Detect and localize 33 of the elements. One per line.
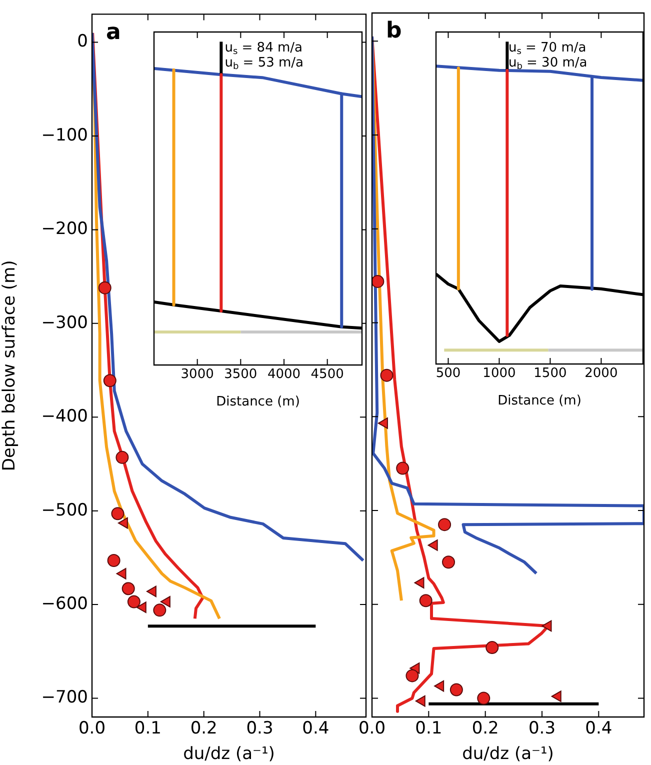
x-tick-label: 4000 bbox=[267, 367, 301, 382]
x-axis-title: Distance (m) bbox=[216, 394, 300, 410]
y-axis-title: Depth below surface (m) bbox=[0, 260, 20, 472]
annotation: a bbox=[106, 20, 121, 45]
x-axis-title: Distance (m) bbox=[498, 394, 582, 409]
y-tick-label: −400 bbox=[41, 406, 88, 427]
x-tick-label: 0.4 bbox=[302, 718, 330, 739]
y-tick-label: 0 bbox=[77, 32, 88, 52]
y-tick-label: −100 bbox=[41, 125, 88, 146]
x-tick-label: 0.0 bbox=[78, 718, 106, 739]
x-tick-label: 0.3 bbox=[528, 718, 556, 739]
x-tick-label: 2000 bbox=[584, 366, 618, 382]
x-tick-label: 0.1 bbox=[415, 718, 442, 739]
x-tick-label: 3000 bbox=[180, 367, 214, 382]
y-tick-label: −600 bbox=[41, 594, 88, 614]
y-tick-label: −700 bbox=[41, 688, 88, 708]
x-axis-title: du/dz (a⁻¹) bbox=[183, 744, 275, 764]
x-tick-label: 0.3 bbox=[246, 718, 274, 739]
y-tick-label: −200 bbox=[41, 219, 88, 240]
x-tick-label: 0.2 bbox=[190, 718, 218, 739]
x-tick-label: 0.2 bbox=[472, 718, 499, 739]
x-axis-title: du/dz (a⁻¹) bbox=[462, 744, 554, 764]
y-tick-label: −300 bbox=[41, 312, 88, 333]
x-tick-label: 1000 bbox=[482, 366, 516, 382]
x-tick-label: 500 bbox=[436, 366, 461, 382]
x-tick-label: 3500 bbox=[224, 367, 258, 382]
annotation: b bbox=[386, 18, 402, 44]
x-tick-label: 1500 bbox=[534, 366, 567, 382]
x-tick-label: 4500 bbox=[310, 367, 344, 382]
x-tick-label: 0.0 bbox=[358, 718, 386, 739]
x-tick-label: 0.1 bbox=[134, 718, 162, 739]
y-tick-label: −500 bbox=[41, 500, 88, 520]
x-tick-label: 0.4 bbox=[585, 718, 612, 739]
